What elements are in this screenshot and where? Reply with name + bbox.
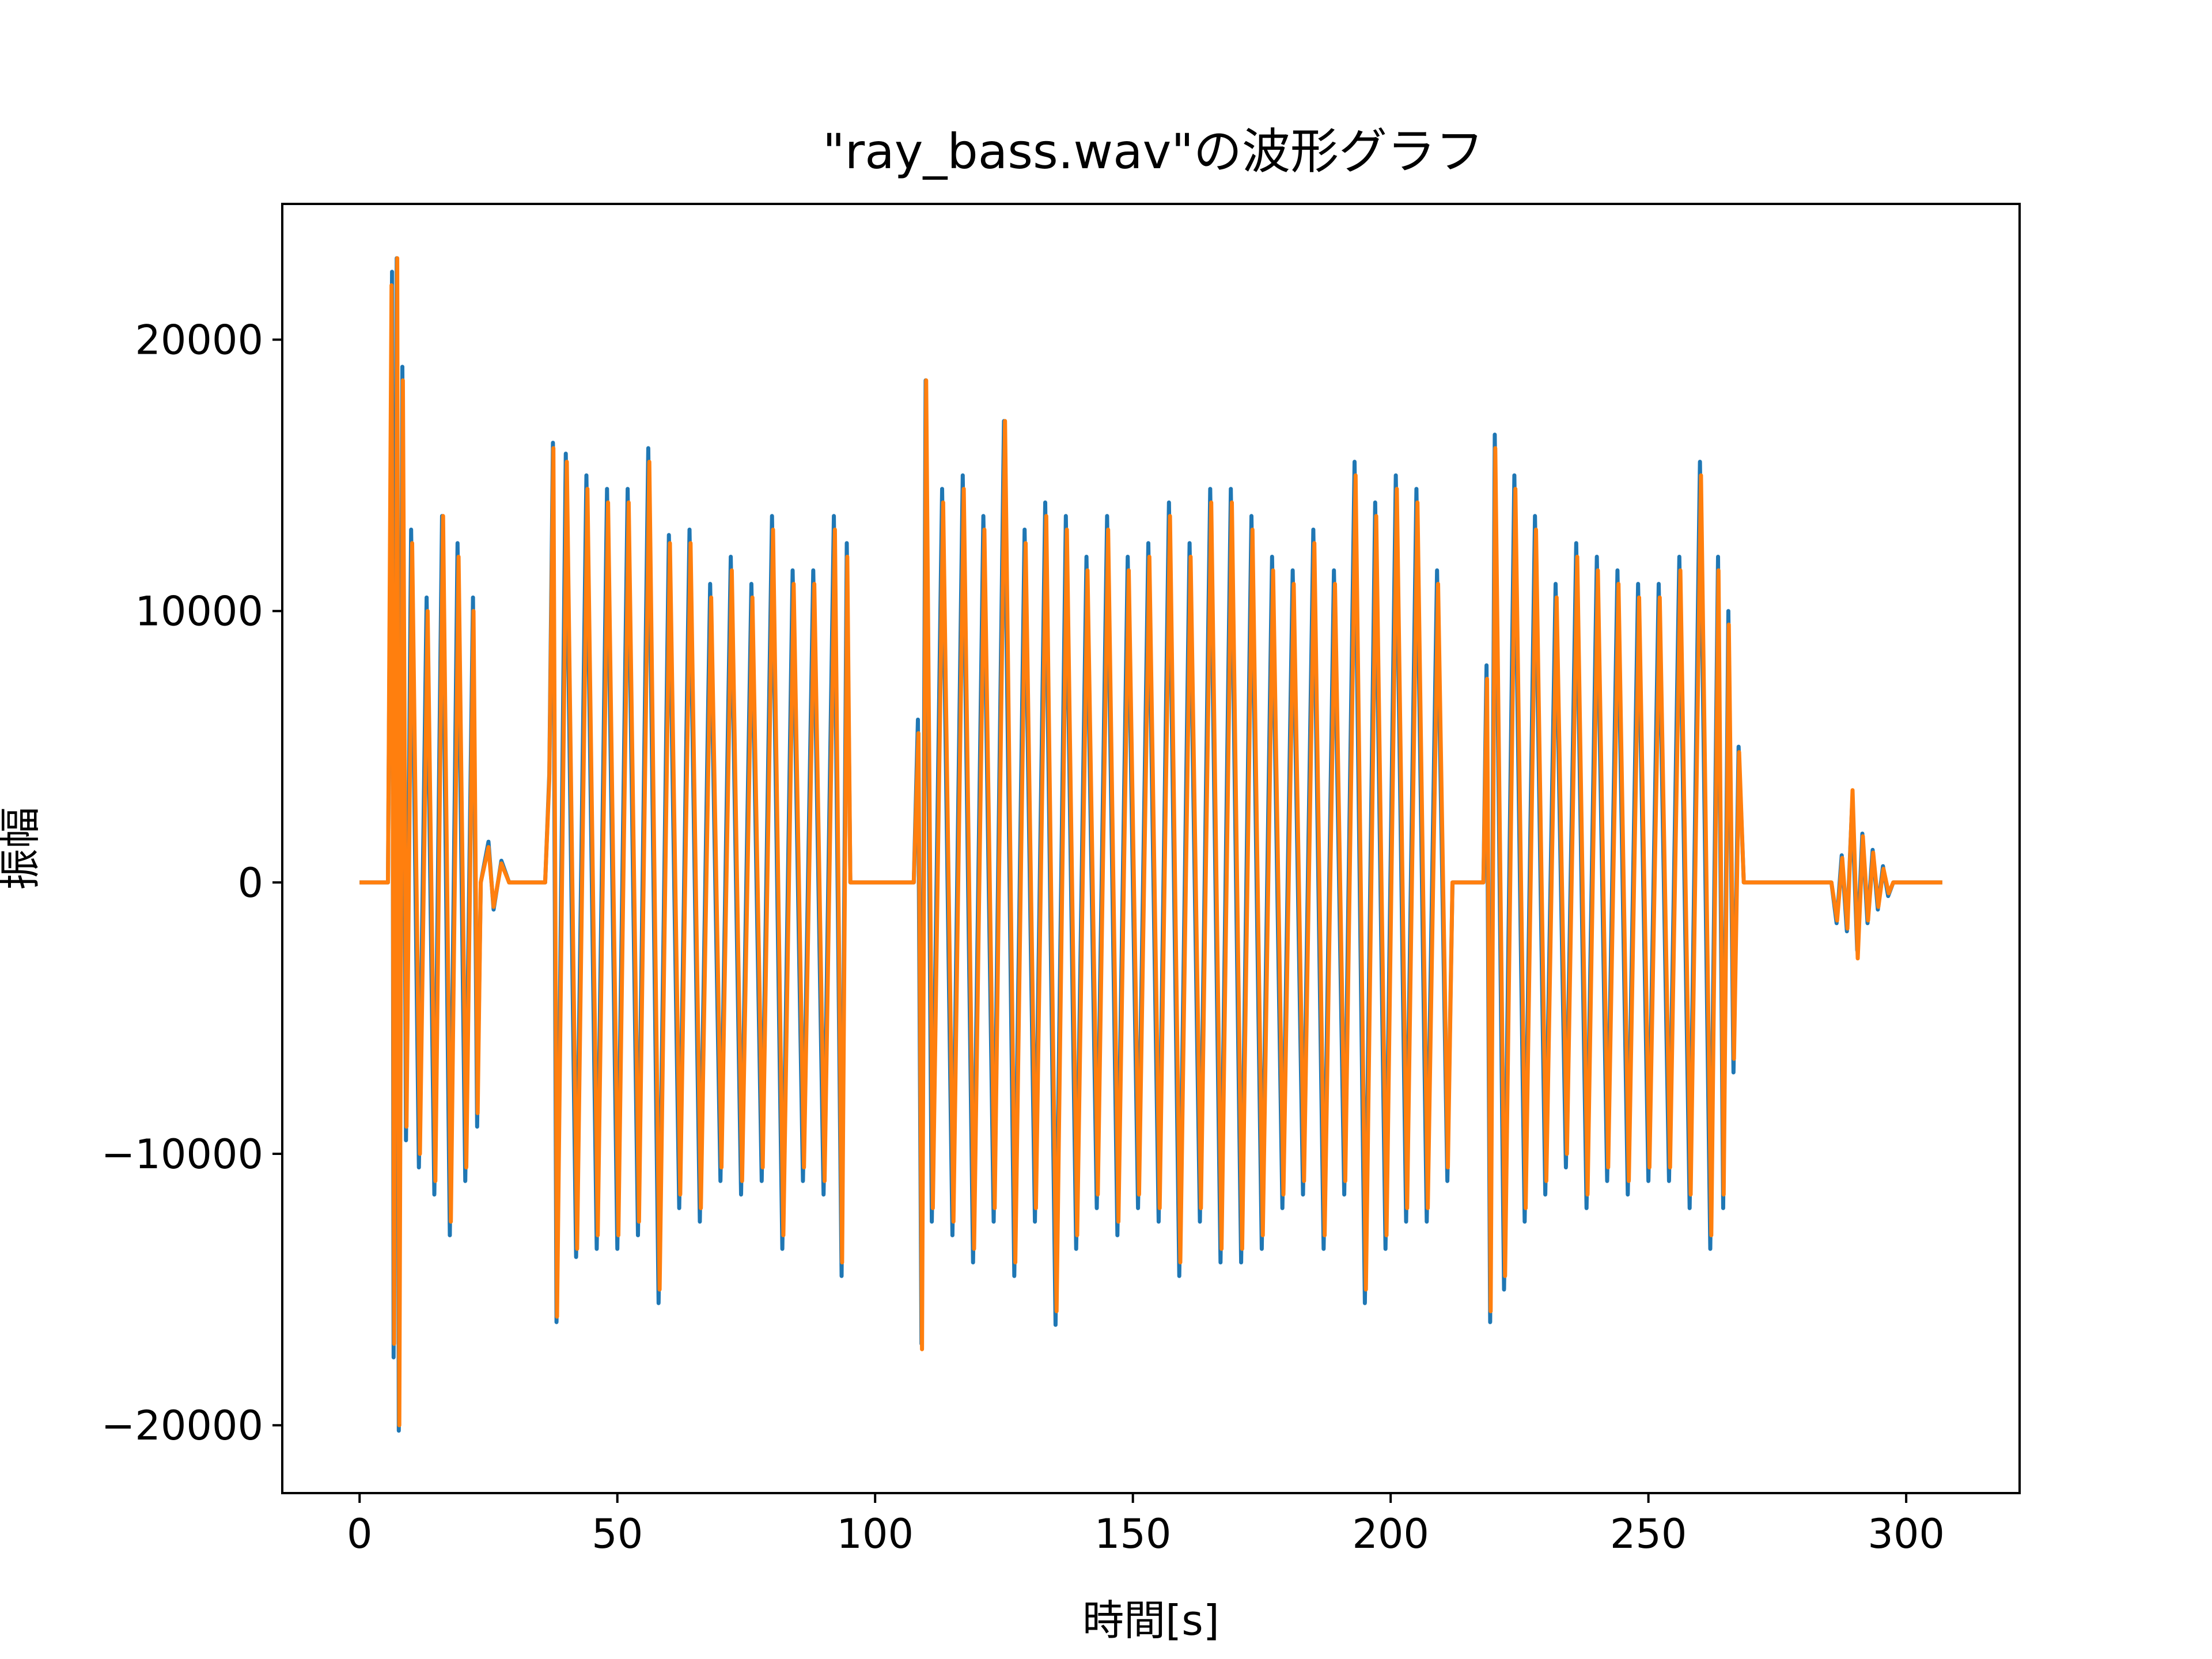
- x-tick-label: 100: [836, 1510, 914, 1558]
- x-tick-label: 0: [347, 1510, 373, 1558]
- x-tick-label: 150: [1094, 1510, 1172, 1558]
- y-tick-label: 10000: [135, 588, 263, 635]
- y-axis-ticks: −20000 −10000 0 10000 20000: [101, 317, 282, 1449]
- x-tick-label: 50: [592, 1510, 643, 1558]
- y-tick-label: −10000: [101, 1131, 263, 1178]
- series-layer: [359, 256, 1942, 1433]
- y-tick-label: −20000: [101, 1402, 263, 1449]
- x-axis-title: 時間[s]: [1082, 1596, 1219, 1645]
- plot-area-frame: [281, 203, 2021, 1494]
- y-axis-title: 振幅: [0, 807, 44, 890]
- x-axis-ticks: 0 50 100 150 200 250 300: [347, 1493, 1945, 1558]
- y-tick-label: 20000: [135, 317, 263, 364]
- x-tick-label: 250: [1610, 1510, 1687, 1558]
- series-line-2: [359, 256, 1942, 1427]
- y-tick-label: 0: [237, 859, 263, 907]
- chart-title: "ray_bass.wav"の波形グラフ: [823, 123, 1484, 180]
- x-tick-label: 300: [1868, 1510, 1945, 1558]
- x-tick-label: 200: [1352, 1510, 1429, 1558]
